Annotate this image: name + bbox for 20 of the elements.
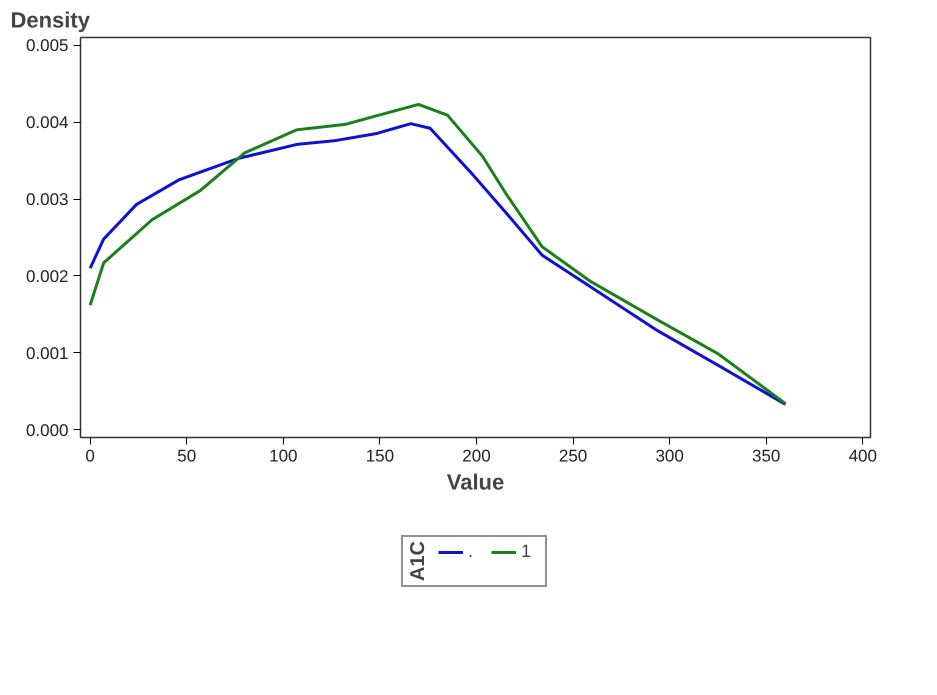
x-tick-label: 350: [752, 446, 780, 466]
y-tick-label: 0.004: [26, 113, 69, 132]
x-tick-label: 250: [558, 446, 588, 466]
x-axis-title: Value: [446, 470, 504, 494]
y-tick-label: 0.000: [26, 420, 69, 440]
y-tick-label: 0.003: [26, 190, 69, 210]
y-axis-title: Density: [10, 8, 91, 32]
x-tick-label: 200: [462, 446, 491, 466]
y-tick-label: 0.001: [26, 344, 69, 363]
legend-label: .: [468, 541, 474, 562]
y-tick-label: 0.002: [26, 266, 69, 286]
x-tick-label: 50: [177, 446, 196, 466]
x-tick-label: 400: [848, 446, 877, 466]
x-tick-label: 300: [655, 446, 684, 466]
x-tick-label: 150: [366, 446, 394, 466]
x-tick-label: 100: [269, 446, 298, 466]
x-tick-label: 0: [85, 446, 95, 466]
y-tick-label: 0.005: [26, 36, 69, 56]
legend-label: 1: [521, 541, 532, 562]
legend-title: A1C: [407, 541, 430, 582]
